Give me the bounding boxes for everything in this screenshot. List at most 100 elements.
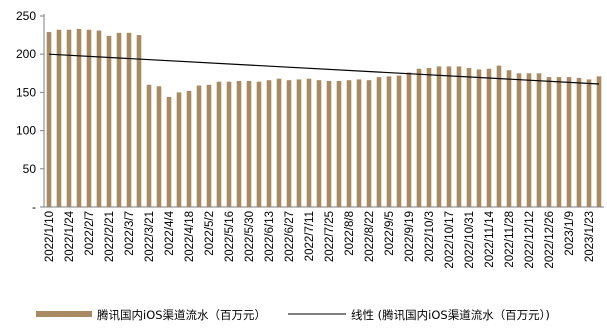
x-tick-label: 2022/1/24 [64, 210, 76, 262]
bar [76, 28, 82, 207]
x-tick-label: 2022/10/3 [424, 211, 436, 262]
bar [586, 79, 592, 207]
bar [306, 78, 312, 208]
x-tick-label: 2022/12/12 [524, 211, 536, 269]
x-tick-label: 2022/2/7 [84, 211, 96, 256]
bar [546, 77, 552, 208]
x-tick-label: 2022/1/10 [44, 211, 56, 262]
legend-trend-label: 线性 (腾讯国内iOS渠道流水（百万元）) [351, 308, 550, 322]
legend-bar-label: 腾讯国内iOS渠道流水（百万元） [97, 308, 266, 322]
y-tick-label: 200 [16, 47, 36, 61]
x-tick-label: 2022/4/18 [184, 211, 196, 262]
x-tick-label: 2022/7/25 [324, 211, 336, 262]
x-tick-label: 2022/9/5 [384, 211, 396, 256]
x-tick-label: 2022/6/13 [264, 211, 276, 262]
x-tick-label: 2022/2/21 [104, 211, 116, 262]
bar [106, 35, 112, 207]
bar [216, 81, 222, 207]
bar [536, 73, 542, 207]
x-tick-label: 2022/9/19 [404, 211, 416, 262]
bar [366, 80, 372, 207]
bar [326, 80, 332, 207]
bar [136, 35, 142, 207]
bar [476, 69, 482, 207]
bar [356, 79, 362, 207]
bar [296, 79, 302, 207]
x-axis: 2022/1/10 2022/1/24 2022/2/7 2022/2/21 2022/… [44, 206, 604, 269]
y-tick-label: 250 [16, 9, 36, 23]
y-tick-label: - [32, 200, 36, 214]
bar [576, 77, 582, 207]
bar [156, 86, 162, 207]
x-tick-label: 2023/1/9 [564, 211, 576, 256]
x-tick-label: 2022/7/11 [304, 211, 316, 261]
bar [96, 30, 102, 207]
bar [526, 73, 532, 207]
x-tick-label: 2022/10/31 [464, 211, 476, 269]
bar [116, 32, 122, 208]
x-tick-label: 2022/8/8 [344, 211, 356, 256]
bar [236, 80, 242, 207]
x-tick-label: 2022/11/28 [504, 211, 516, 268]
x-tick-label: 2022/3/21 [144, 211, 156, 262]
x-tick-label: 2022/5/16 [224, 211, 236, 262]
bar [506, 70, 512, 208]
bar [426, 67, 432, 207]
bars [46, 28, 602, 208]
bar [286, 80, 292, 207]
x-tick-label: 2022/4/4 [164, 210, 176, 255]
bar [196, 85, 202, 207]
bar [416, 68, 422, 207]
bar [66, 29, 72, 207]
bar [406, 72, 412, 207]
bar [336, 80, 342, 207]
bar [186, 90, 192, 207]
bar [566, 77, 572, 208]
bar [556, 77, 562, 208]
trendline-path [48, 53, 600, 85]
legend-bar-swatch [36, 311, 92, 317]
bar [86, 29, 92, 207]
bar [166, 96, 172, 207]
bar [386, 76, 392, 207]
bar [206, 84, 212, 207]
bar [436, 66, 442, 207]
bar [146, 84, 152, 207]
bar [226, 81, 232, 207]
bar [466, 67, 472, 207]
x-tick-label: 2022/12/26 [544, 211, 556, 269]
bar [316, 80, 322, 207]
bar [176, 92, 182, 207]
bar [256, 81, 262, 207]
bar [496, 65, 502, 207]
bar [46, 32, 52, 207]
x-tick-label: 2022/10/17 [444, 211, 456, 269]
x-tick-label: 2023/1/23 [584, 211, 596, 262]
bar [346, 80, 352, 207]
x-tick-label: 2022/5/30 [244, 211, 256, 262]
bar [376, 77, 382, 208]
y-axis: - 50 100 150 200 250 [16, 9, 45, 214]
bar [596, 76, 602, 207]
bar [456, 66, 462, 207]
trendline [48, 53, 600, 85]
y-tick-label: 150 [16, 85, 36, 99]
y-tick-label: 100 [16, 124, 36, 138]
y-tick-label: 50 [23, 162, 37, 176]
bar [56, 29, 62, 207]
bar [276, 78, 282, 208]
x-tick-label: 2022/11/14 [484, 210, 496, 267]
bar [396, 75, 402, 207]
bar [126, 32, 132, 208]
bar [446, 66, 452, 207]
x-tick-label: 2022/3/7 [124, 211, 136, 256]
x-tick-label: 2022/8/22 [364, 211, 376, 262]
legend: 腾讯国内iOS渠道流水（百万元） 线性 (腾讯国内iOS渠道流水（百万元）) [36, 308, 550, 322]
x-tick-label: 2022/5/2 [204, 211, 216, 256]
bar [486, 68, 492, 207]
bar [266, 80, 272, 207]
bar [516, 73, 522, 207]
x-tick-label: 2022/6/27 [284, 211, 296, 262]
bar [246, 80, 252, 207]
